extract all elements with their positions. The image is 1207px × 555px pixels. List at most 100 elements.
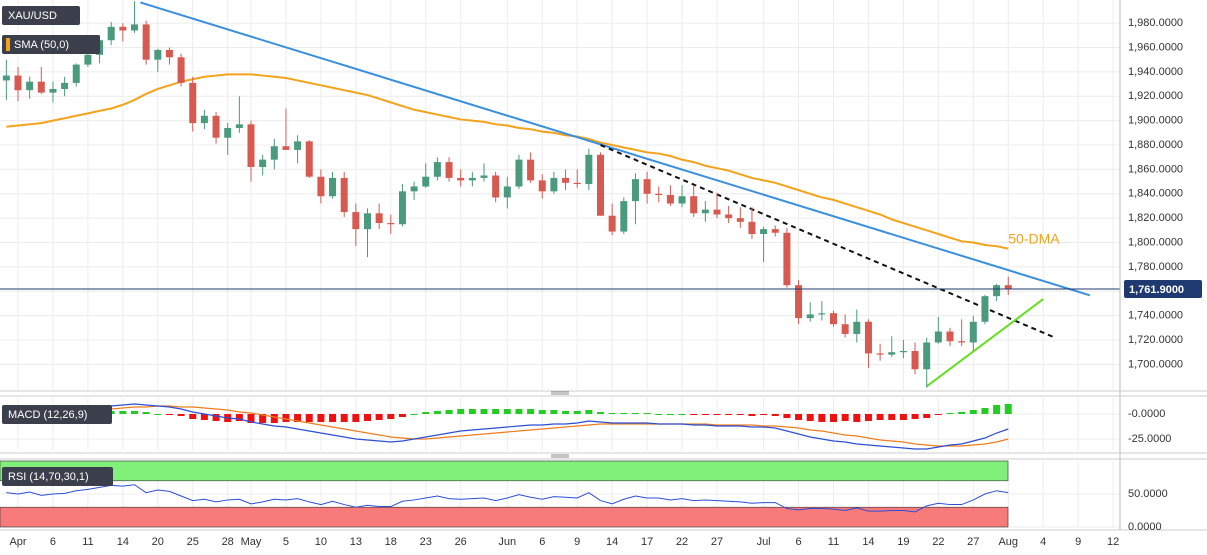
macd-histogram-bar: [433, 411, 441, 414]
x-tick-label: 17: [641, 536, 653, 548]
last-price-tag: [1124, 279, 1202, 298]
macd-histogram-bar: [585, 410, 593, 414]
macd-histogram-bar: [771, 414, 779, 416]
x-tick-label: 11: [82, 536, 93, 548]
macd-histogram-bar: [317, 414, 325, 422]
macd-histogram-bar: [177, 414, 185, 416]
macd-histogram-bar: [398, 414, 406, 417]
candle-body: [620, 201, 628, 232]
x-tick-label: Apr: [9, 536, 26, 548]
macd-histogram-bar: [515, 409, 523, 414]
candle-body: [736, 218, 744, 222]
candle-body: [911, 351, 919, 370]
candle-body: [503, 186, 511, 198]
indicator-title: RSI (14,70,30,1): [8, 471, 89, 483]
macd-histogram-bar: [864, 414, 872, 421]
candle-body: [305, 141, 313, 177]
macd-histogram-bar: [294, 414, 302, 422]
x-tick-label: 22: [676, 536, 688, 548]
candle-body: [678, 196, 686, 204]
y-tick-label: 1,840.0000: [1128, 188, 1183, 200]
candle-body: [26, 81, 34, 91]
macd-histogram-bar: [573, 411, 581, 414]
y-tick-label: 1,980.0000: [1128, 17, 1183, 29]
macd-histogram-bar: [783, 414, 791, 418]
y-tick-label: 1,940.0000: [1128, 66, 1183, 78]
candle-body: [480, 175, 488, 178]
candle-body: [958, 341, 966, 343]
macd-histogram-bar: [841, 414, 849, 421]
candle-body: [340, 177, 348, 213]
x-tick-label: Aug: [998, 536, 1018, 548]
macd-histogram-bar: [678, 414, 686, 415]
y-tick-label: 1,960.0000: [1128, 41, 1183, 53]
candle-body: [329, 177, 337, 197]
macd-histogram-bar: [305, 414, 313, 422]
x-tick-label: 6: [50, 536, 56, 548]
rsi-line: [6, 484, 1009, 513]
macd-histogram-bar: [993, 405, 1001, 414]
candle-body: [655, 193, 663, 195]
macd-histogram-bar: [387, 414, 395, 419]
candle-body: [888, 352, 896, 355]
macd-histogram-bar: [888, 414, 896, 420]
macd-histogram-bar: [643, 413, 651, 414]
candle-body: [422, 176, 430, 187]
candle-body: [748, 221, 756, 234]
x-tick-label: 28: [222, 536, 234, 548]
x-tick-label: 10: [315, 536, 327, 548]
macd-histogram-bar: [899, 414, 907, 420]
macd-histogram-bar: [713, 414, 721, 415]
macd-histogram-bar: [200, 414, 208, 420]
label-layer: Apr 6 11 14 20 25 28 May 5 10 13 18 23 26 Jun 6 9 14 17 22 2…: [2, 6, 1202, 548]
macd-histogram-bar: [142, 412, 150, 414]
trendline: [926, 298, 1044, 388]
rsi-band: [0, 460, 1009, 482]
candle-body: [282, 146, 290, 150]
macd-histogram-bar: [620, 413, 628, 414]
grid-layer: [0, 0, 1120, 528]
x-tick-label: 26: [455, 536, 467, 548]
macd-histogram-bar: [154, 414, 162, 415]
candle-body: [771, 229, 779, 233]
legend-swatch: [6, 38, 10, 51]
candle-body: [934, 331, 942, 343]
candle-body: [701, 209, 709, 214]
candle-body: [72, 64, 80, 83]
macd-histogram-bar: [725, 414, 733, 415]
candle-body: [946, 331, 954, 342]
macd-histogram-bar: [503, 409, 511, 414]
candle-body: [294, 141, 302, 150]
macd-histogram-bar: [1004, 404, 1012, 414]
candle-body: [666, 195, 674, 204]
candle-body: [806, 314, 814, 319]
x-tick-label: 13: [350, 536, 362, 548]
macd-histogram-bar: [352, 414, 360, 422]
y-tick-label: 50.0000: [1128, 488, 1168, 500]
candle-body: [643, 179, 651, 194]
candle-body: [224, 127, 232, 138]
macd-histogram-bar: [119, 411, 127, 414]
macd-histogram-bar: [748, 414, 756, 416]
x-tick-label: 9: [1075, 536, 1081, 548]
candle-body: [876, 353, 884, 355]
candle-body: [37, 81, 45, 93]
macd-histogram-bar: [445, 410, 453, 414]
macd-histogram-bar: [981, 408, 989, 414]
macd-histogram-bar: [270, 414, 278, 423]
candle-body: [713, 209, 721, 215]
macd-histogram-bar: [282, 414, 290, 422]
candle-body: [352, 212, 360, 230]
macd-line: [6, 403, 1009, 450]
y-tick-label: 1,820.0000: [1128, 212, 1183, 224]
macd-histogram-bar: [364, 414, 371, 421]
candle-body: [84, 54, 92, 65]
candle-body: [247, 124, 255, 167]
macd-histogram-bar: [538, 410, 546, 414]
macd-histogram-bar: [853, 414, 861, 422]
macd-histogram-bar: [736, 414, 744, 415]
macd-histogram-bar: [934, 414, 942, 415]
candle-body: [631, 179, 639, 202]
candle-body: [165, 49, 173, 58]
mark-layer: [0, 1, 1120, 528]
